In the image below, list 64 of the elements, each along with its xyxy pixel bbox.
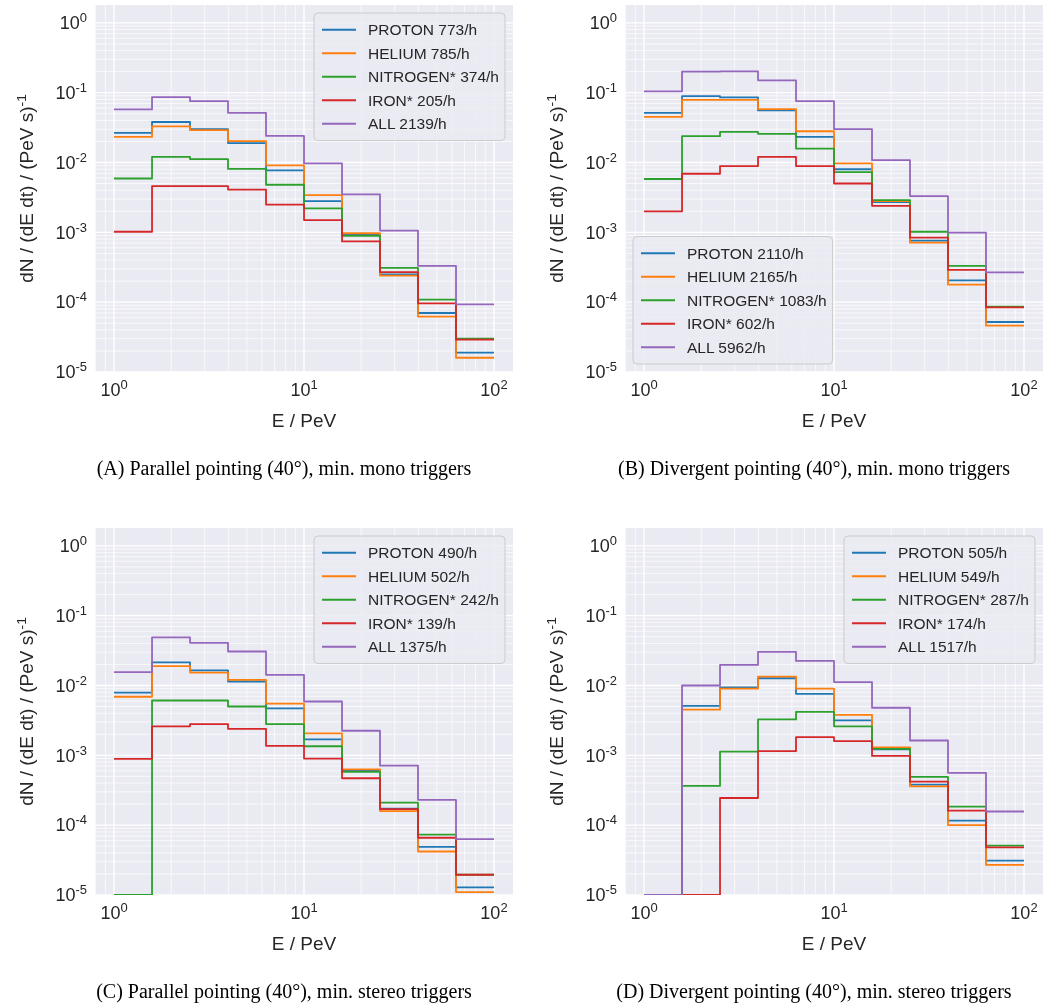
legend-label: ALL 1375/h xyxy=(368,638,447,656)
y-tick-label: 10$^{-1}$ xyxy=(55,602,87,626)
y-tick-label: 10$^{-5}$ xyxy=(585,358,617,383)
legend-label: HELIUM 2165/h xyxy=(687,268,798,286)
legend-label: NITROGEN* 1083/h xyxy=(687,291,827,309)
legend-label: ALL 5962/h xyxy=(687,338,766,356)
text: (A) Parallel pointing (40°), min. mono triggers xyxy=(96,457,472,480)
x-tick-label: 10$^{0}$ xyxy=(100,899,128,923)
x-tick-label: 10$^{2}$ xyxy=(480,376,508,400)
legend-label: IRON* 205/h xyxy=(368,91,456,109)
y-tick-label: 10$^{-2}$ xyxy=(55,149,87,173)
y-tick-label: 10$^{-5}$ xyxy=(55,358,87,383)
y-tick-label: 10$^{-4}$ xyxy=(55,811,87,836)
y-tick-label: 10$^{-4}$ xyxy=(585,811,617,836)
y-tick-label: 10$^{-4}$ xyxy=(55,288,87,313)
y-tick-label: 10$^{-3}$ xyxy=(55,742,87,766)
legend-label: PROTON 505/h xyxy=(898,544,1008,562)
y-tick-label: 10$^{-4}$ xyxy=(585,288,617,313)
y-tick-label: 10$^{-2}$ xyxy=(55,672,87,696)
x-axis-title: E / PeV xyxy=(271,933,337,954)
text: (D) Divergent pointing (40°), min. stereo triggers xyxy=(616,980,1012,1003)
x-tick-label: 10$^{1}$ xyxy=(820,899,848,923)
legend-label: NITROGEN* 242/h xyxy=(368,591,499,609)
y-tick-label: 10$^{-3}$ xyxy=(55,219,87,243)
text: (C) Parallel pointing (40°), min. stereo triggers xyxy=(96,980,473,1003)
text: (B) Divergent pointing (40°), min. mono triggers xyxy=(617,457,1011,480)
y-tick-label: 10$^{-1}$ xyxy=(585,602,617,626)
y-tick-label: 10$^{-5}$ xyxy=(55,881,87,906)
legend-label: IRON* 602/h xyxy=(687,315,775,333)
legend-label: PROTON 490/h xyxy=(368,544,478,562)
x-tick-label: 10$^{2}$ xyxy=(480,899,508,923)
legend-label: HELIUM 502/h xyxy=(368,567,470,585)
y-tick-label: 10$^{-1}$ xyxy=(55,79,87,103)
x-tick-label: 10$^{1}$ xyxy=(290,899,318,923)
x-axis-title: E / PeV xyxy=(801,933,867,954)
y-tick-label: 10$^{0}$ xyxy=(59,9,87,34)
x-tick-label: 10$^{2}$ xyxy=(1010,376,1038,400)
x-tick-label: 10$^{0}$ xyxy=(630,899,658,923)
y-tick-label: 10$^{0}$ xyxy=(59,532,87,557)
legend-label: NITROGEN* 287/h xyxy=(898,591,1029,609)
legend-label: ALL 1517/h xyxy=(898,638,977,656)
legend-label: IRON* 139/h xyxy=(368,614,456,632)
x-tick-label: 10$^{1}$ xyxy=(820,376,848,400)
y-tick-label: 10$^{-1}$ xyxy=(585,79,617,103)
x-tick-label: 10$^{2}$ xyxy=(1010,899,1038,923)
legend-label: NITROGEN* 374/h xyxy=(368,68,499,86)
y-tick-label: 10$^{-3}$ xyxy=(585,219,617,243)
legend-label: IRON* 174/h xyxy=(898,614,986,632)
y-tick-label: 10$^{0}$ xyxy=(589,532,617,557)
x-tick-label: 10$^{1}$ xyxy=(290,376,318,400)
y-tick-label: 10$^{-3}$ xyxy=(585,742,617,766)
y-tick-label: 10$^{-5}$ xyxy=(585,881,617,906)
legend-label: HELIUM 785/h xyxy=(368,44,470,62)
legend-label: PROTON 773/h xyxy=(368,21,478,39)
x-axis-title: E / PeV xyxy=(801,410,867,431)
legend-label: PROTON 2110/h xyxy=(687,244,804,262)
y-tick-label: 10$^{-2}$ xyxy=(585,149,617,173)
x-tick-label: 10$^{0}$ xyxy=(100,376,128,400)
x-axis-title: E / PeV xyxy=(271,410,337,431)
legend-label: HELIUM 549/h xyxy=(898,567,1000,585)
y-tick-label: 10$^{-2}$ xyxy=(585,672,617,696)
x-tick-label: 10$^{0}$ xyxy=(630,376,658,400)
legend-label: ALL 2139/h xyxy=(368,115,447,133)
y-tick-label: 10$^{0}$ xyxy=(589,9,617,34)
